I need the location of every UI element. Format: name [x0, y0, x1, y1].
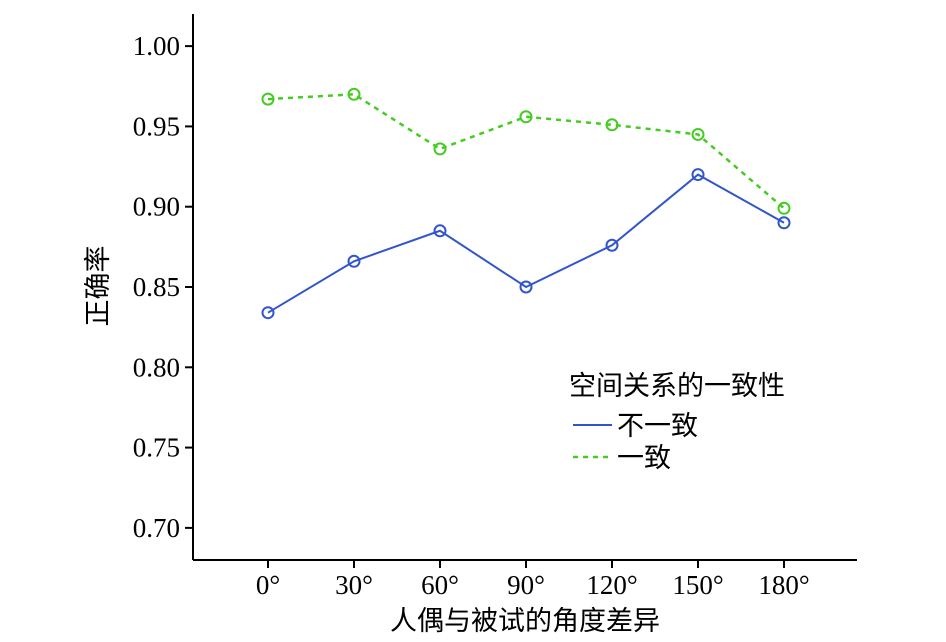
x-tick-label: 90° [507, 570, 545, 600]
legend-label-inconsistent: 不一致 [617, 411, 698, 442]
x-tick-label: 180° [758, 570, 809, 600]
series-layer [261, 87, 791, 320]
data-point [347, 254, 361, 268]
x-tick-label: 30° [335, 570, 373, 600]
x-tick-label: 0° [256, 570, 280, 600]
series-consistent [261, 87, 791, 215]
data-point [691, 168, 705, 182]
data-point [347, 87, 361, 101]
legend-title: 空间关系的一致性 [569, 371, 785, 402]
legend-label-consistent: 一致 [617, 443, 671, 474]
y-tick-label: 0.70 [133, 513, 180, 543]
y-tick-label: 1.00 [133, 31, 180, 61]
data-point [519, 110, 533, 124]
x-tick-label: 60° [421, 570, 459, 600]
series-line [267, 173, 785, 314]
data-point [433, 224, 447, 238]
x-tick-label: 120° [586, 570, 637, 600]
x-axis-title: 人偶与被试的角度差异 [390, 606, 660, 637]
y-ticks: 0.70 0.75 0.80 0.85 0.90 0.95 1.00 [133, 31, 193, 543]
y-tick-label: 0.75 [133, 433, 180, 463]
data-point [691, 127, 705, 141]
y-tick-label: 0.90 [133, 192, 180, 222]
series-inconsistent [261, 168, 791, 320]
y-axis-title: 正确率 [83, 246, 114, 327]
x-tick-label: 150° [672, 570, 723, 600]
y-tick-label: 0.95 [133, 111, 180, 141]
data-point [433, 142, 447, 156]
data-point [261, 92, 275, 106]
data-point [777, 201, 791, 215]
y-tick-label: 0.85 [133, 272, 180, 302]
data-point [605, 118, 619, 132]
legend: 空间关系的一致性 不一致 一致 [569, 371, 785, 474]
data-point [519, 280, 533, 294]
y-tick-label: 0.80 [133, 352, 180, 382]
data-point [777, 216, 791, 230]
x-ticks: 0° 30° 60° 90° 120° 150° 180° [256, 560, 810, 600]
data-point [261, 306, 275, 320]
data-point [605, 238, 619, 252]
series-line [267, 93, 785, 210]
